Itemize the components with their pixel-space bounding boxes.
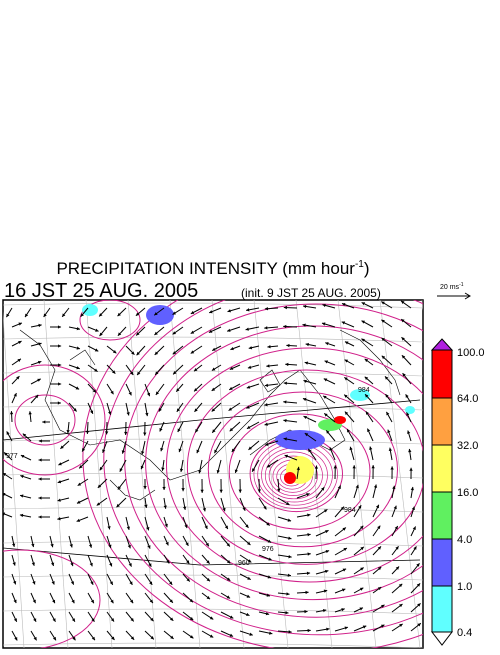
colorbar-bottom xyxy=(432,632,452,645)
init-time: (init. 9 JST 25 AUG. 2005) xyxy=(241,286,381,300)
contour-label: 984 xyxy=(344,507,356,514)
precipitation xyxy=(146,305,174,325)
colorbar-segment xyxy=(432,350,452,398)
colorbar-label: 100.0 xyxy=(457,347,485,359)
vector-ref-label: 20 ms-1 xyxy=(440,282,464,291)
colorbar-segment xyxy=(432,445,452,492)
precipitation xyxy=(275,430,325,450)
colorbar-segment xyxy=(432,398,452,445)
title: PRECIPITATION INTENSITY (mm hour-1) xyxy=(56,259,369,278)
precipitation xyxy=(334,416,346,424)
contour-label: 977 xyxy=(6,453,18,460)
valid-time: 16 JST 25 AUG. 2005 xyxy=(4,280,198,302)
colorbar-label: 32.0 xyxy=(457,440,478,452)
colorbar-top xyxy=(432,339,452,350)
contour-label: 984 xyxy=(358,387,370,394)
contour-label: 976 xyxy=(262,546,274,553)
colorbar-label: 64.0 xyxy=(457,393,478,405)
colorbar-segment xyxy=(432,586,452,632)
precipitation xyxy=(284,472,296,484)
colorbar-label: 1.0 xyxy=(457,581,472,593)
colorbar-label: 16.0 xyxy=(457,487,478,499)
map: 984 976 960 984 977 xyxy=(0,260,500,650)
colorbar-segment xyxy=(432,492,452,539)
colorbar-label: 0.4 xyxy=(457,627,472,639)
colorbar-label: 4.0 xyxy=(457,534,472,546)
precipitation xyxy=(82,304,98,316)
contour-label: 960 xyxy=(238,560,250,567)
colorbar-segment xyxy=(432,539,452,586)
colorbar: 100.0 64.0 32.0 16.0 4.0 1.0 0.4 xyxy=(432,339,485,645)
